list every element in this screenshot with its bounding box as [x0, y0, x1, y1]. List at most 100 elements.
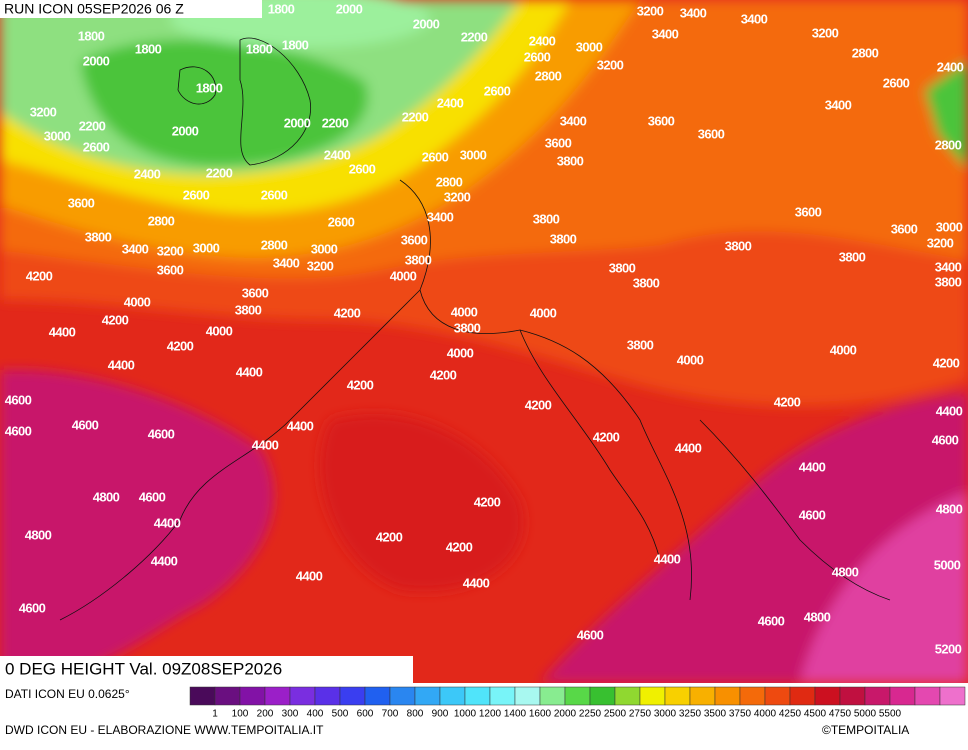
contour-label: 2200 [461, 29, 488, 44]
contour-label: 2000 [83, 53, 110, 68]
legend-label: 200 [257, 709, 274, 720]
contour-label: 4200 [102, 312, 129, 327]
contour-label: 3600 [545, 135, 572, 150]
legend-label: 100 [232, 709, 249, 720]
legend-label: 700 [382, 709, 399, 720]
contour-label: 4000 [677, 352, 704, 367]
legend-label: 300 [282, 709, 299, 720]
contour-label: 4600 [932, 432, 959, 447]
contour-label: 3200 [30, 104, 57, 119]
legend-swatch [489, 686, 516, 706]
contour-label: 3600 [157, 262, 184, 277]
source-label: DATI ICON EU 0.0625° [5, 687, 130, 701]
contour-label: 3200 [157, 243, 184, 258]
contour-label: 3400 [427, 209, 454, 224]
contour-label: 4200 [474, 494, 501, 509]
contour-label: 3400 [652, 26, 679, 41]
contour-label: 2800 [436, 174, 463, 189]
contour-label: 2800 [535, 68, 562, 83]
contour-label: 4400 [675, 440, 702, 455]
contour-label: 2400 [134, 166, 161, 181]
contour-label: 4200 [774, 394, 801, 409]
contour-label: 3600 [891, 221, 918, 236]
legend-label: 400 [307, 709, 324, 720]
contour-label: 2800 [935, 137, 962, 152]
legend-label: 900 [432, 709, 449, 720]
contour-label: 4600 [148, 426, 175, 441]
contour-label: 3800 [550, 231, 577, 246]
contour-label: 4200 [167, 338, 194, 353]
legend-swatch [839, 686, 866, 706]
legend-swatch [939, 686, 966, 706]
contour-label: 3600 [68, 195, 95, 210]
contour-label: 3200 [927, 235, 954, 250]
contour-label: 2200 [322, 115, 349, 130]
contour-label: 1800 [78, 28, 105, 43]
legend-swatch [364, 686, 391, 706]
legend-swatch [689, 686, 716, 706]
legend-label: 800 [407, 709, 424, 720]
contour-label: 3000 [936, 219, 963, 234]
legend-label: 3750 [729, 709, 752, 720]
contour-label: 4600 [139, 489, 166, 504]
contour-label: 2000 [172, 123, 199, 138]
legend-swatch [639, 686, 666, 706]
legend-swatch [614, 686, 641, 706]
contour-label: 3800 [935, 274, 962, 289]
contour-label: 3000 [311, 241, 338, 256]
color-legend: 1 100 200 300 400 500 600 700 800 900 1000 1200 1400… [189, 686, 966, 720]
contour-label: 4800 [93, 489, 120, 504]
contour-label: 4400 [236, 364, 263, 379]
contour-label: 4600 [5, 423, 32, 438]
contour-label: 4400 [936, 403, 963, 418]
legend-swatch [339, 686, 366, 706]
legend-swatch [764, 686, 791, 706]
legend-label: 4250 [779, 709, 802, 720]
contour-label: 4000 [830, 342, 857, 357]
legend-swatch [814, 686, 841, 706]
contour-label: 3400 [935, 259, 962, 274]
contour-label: 2200 [206, 165, 233, 180]
contour-label: 2600 [83, 139, 110, 154]
contour-label: 4800 [804, 609, 831, 624]
legend-swatch [914, 686, 941, 706]
contour-label: 3600 [648, 113, 675, 128]
contour-label: 2600 [261, 187, 288, 202]
legend-label: 500 [332, 709, 349, 720]
legend-swatch [264, 686, 291, 706]
contour-label: 3800 [839, 249, 866, 264]
contour-label: 4000 [124, 294, 151, 309]
field-title: 0 DEG HEIGHT Val. 09Z08SEP2026 [5, 659, 282, 678]
legend-label: 2000 [554, 709, 577, 720]
contour-label: 3400 [273, 255, 300, 270]
contour-label: 3800 [235, 302, 262, 317]
contour-label: 3600 [242, 285, 269, 300]
contour-label: 1800 [268, 1, 295, 16]
legend-label: 3250 [679, 709, 702, 720]
legend-label: 600 [357, 709, 374, 720]
coastlines [59, 37, 891, 621]
contour-label: 4400 [252, 437, 279, 452]
contour-label: 2400 [324, 147, 351, 162]
contour-label: 3800 [85, 229, 112, 244]
contour-label: 2800 [148, 213, 175, 228]
contour-label: 3000 [460, 147, 487, 162]
legend-swatch [464, 686, 491, 706]
contour-label: 2600 [422, 149, 449, 164]
contour-label: 2600 [883, 75, 910, 90]
contour-label: 2400 [937, 59, 964, 74]
contour-label: 4600 [577, 627, 604, 642]
contour-label: 4600 [72, 417, 99, 432]
field-box [0, 656, 413, 683]
legend-swatch [789, 686, 816, 706]
contour-label: 4200 [933, 355, 960, 370]
contour-label: 3400 [122, 241, 149, 256]
legend-label: 4000 [754, 709, 777, 720]
contour-label: 4600 [799, 507, 826, 522]
contour-label: 3400 [825, 97, 852, 112]
contour-label: 5000 [934, 557, 961, 572]
contour-label: 4400 [799, 459, 826, 474]
legend-label: 3500 [704, 709, 727, 720]
contour-label: 1800 [196, 80, 223, 95]
